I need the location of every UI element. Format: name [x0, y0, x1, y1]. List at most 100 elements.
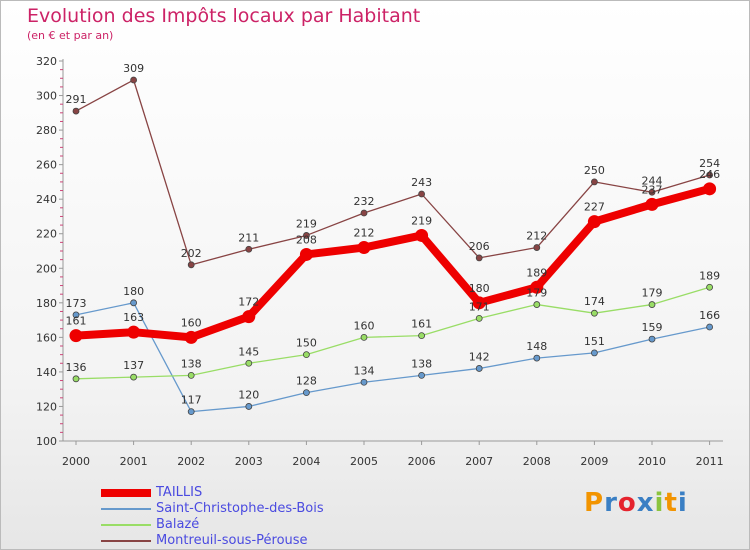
x-tick-label: 2004: [292, 455, 320, 468]
legend-item: Balazé: [101, 517, 361, 533]
legend-label: Montreuil-sous-Pérouse: [156, 533, 308, 548]
data-label: 172: [238, 296, 259, 309]
data-label: 159: [642, 321, 663, 334]
data-label: 254: [699, 157, 720, 170]
data-label: 232: [354, 195, 375, 208]
legend-label: TAILLIS: [156, 485, 203, 500]
data-point: [533, 244, 541, 251]
data-point: [591, 349, 598, 357]
data-label: 212: [354, 227, 375, 240]
data-point: [187, 371, 195, 379]
data-label: 163: [123, 311, 144, 324]
data-label: 174: [584, 295, 605, 308]
data-point: [299, 247, 313, 261]
series-line-balaz-: [75, 286, 710, 380]
legend: TAILLIS Saint-Christophe-des-Bois Balazé Mo…: [101, 485, 361, 549]
data-label: 243: [411, 176, 432, 189]
data-label: 206: [469, 240, 490, 253]
y-tick-label: 260: [36, 159, 57, 172]
data-label: 219: [296, 217, 317, 230]
data-point: [360, 209, 368, 217]
data-label: 309: [123, 62, 144, 75]
y-tick-label: 220: [36, 228, 57, 241]
data-label: 189: [699, 269, 720, 282]
x-tick-label: 2003: [235, 455, 263, 468]
y-tick-label: 160: [36, 331, 57, 344]
y-tick-label: 140: [36, 366, 57, 379]
data-point: [72, 311, 80, 319]
x-tick-label: 2008: [523, 455, 551, 468]
data-label: 142: [469, 350, 490, 363]
data-label: 160: [181, 316, 202, 329]
data-label: 212: [526, 230, 547, 243]
data-point: [187, 261, 195, 269]
y-tick-label: 240: [36, 193, 57, 206]
x-tick-label: 2000: [62, 455, 90, 468]
y-tick-label: 320: [36, 55, 57, 68]
data-point: [475, 365, 483, 372]
x-tick-label: 2007: [465, 455, 493, 468]
legend-swatch: [101, 508, 151, 510]
data-label: 244: [642, 174, 663, 187]
data-point: [587, 215, 601, 229]
data-label: 227: [584, 201, 605, 214]
data-label: 145: [238, 345, 259, 358]
data-point: [648, 335, 656, 343]
legend-swatch: [101, 489, 151, 497]
data-label: 180: [123, 285, 144, 298]
data-label: 250: [584, 164, 605, 177]
data-point: [357, 241, 371, 255]
x-tick-label: 2002: [177, 455, 205, 468]
data-label: 189: [526, 266, 547, 279]
data-label: 137: [123, 359, 144, 372]
series-line-saint-christophe-des-bois: [75, 302, 710, 413]
data-label: 136: [66, 361, 87, 374]
data-point: [475, 314, 483, 322]
data-point: [475, 254, 483, 262]
data-point: [530, 280, 544, 294]
y-tick-label: 200: [36, 262, 57, 275]
data-point: [245, 359, 253, 367]
data-label: 171: [469, 300, 490, 313]
data-point: [130, 76, 138, 84]
y-tick-label: 180: [36, 297, 57, 310]
data-point: [360, 333, 368, 341]
y-tick-label: 300: [36, 90, 57, 103]
data-label: 179: [526, 287, 547, 300]
data-point: [302, 351, 310, 359]
data-label: 202: [181, 247, 202, 260]
data-point: [706, 323, 713, 331]
data-label: 134: [354, 364, 375, 377]
legend-label: Balazé: [156, 517, 200, 532]
data-point: [706, 171, 713, 179]
data-label: 148: [526, 340, 547, 353]
y-tick-label: 120: [36, 400, 57, 413]
data-point: [130, 299, 138, 307]
chart-title: Evolution des Impôts locaux par Habitant: [27, 5, 421, 27]
data-point: [591, 178, 598, 186]
data-point: [591, 309, 598, 317]
data-label: 179: [642, 287, 663, 300]
data-label: 211: [238, 231, 259, 244]
data-label: 161: [411, 318, 432, 331]
legend-item: TAILLIS: [101, 485, 361, 501]
legend-swatch: [101, 540, 151, 542]
data-point: [69, 329, 83, 343]
series-line-taillis: [75, 184, 711, 342]
line-chart: 100 120 140 160 180 200 220 240 260 280 300 320 2000…: [36, 55, 724, 468]
data-point: [415, 228, 429, 242]
data-label: 237: [642, 183, 663, 196]
data-point: [703, 182, 717, 196]
data-label: 150: [296, 337, 317, 350]
data-point: [302, 232, 310, 239]
data-point: [242, 310, 256, 324]
y-tick-label: 280: [36, 124, 57, 137]
legend-swatch: [101, 524, 151, 526]
data-point: [245, 403, 253, 410]
data-point: [648, 188, 656, 196]
data-point: [648, 301, 656, 308]
data-point: [706, 283, 713, 291]
data-label: 151: [584, 335, 605, 348]
data-point: [360, 378, 368, 386]
x-tick-label: 2001: [120, 455, 148, 468]
